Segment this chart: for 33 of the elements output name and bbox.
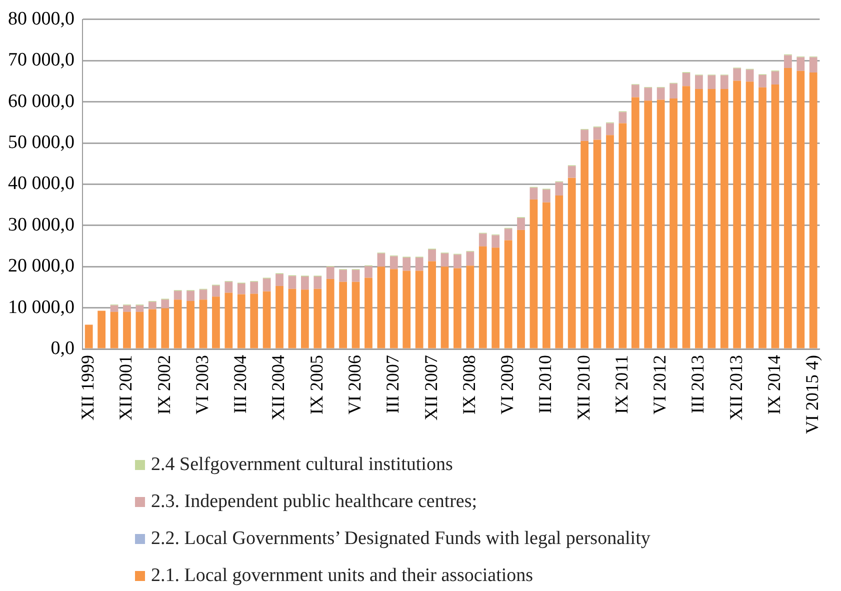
y-tick-label: 50 000,0: [8, 132, 74, 153]
y-tick-label: 20 000,0: [8, 256, 74, 277]
x-tick-label: XII 2004: [268, 355, 288, 421]
legend-label: 2.4 Selfgovernment cultural institutions: [151, 454, 453, 476]
y-tick-label: 60 000,0: [8, 90, 74, 112]
x-tick-label: III 2013: [688, 355, 708, 414]
x-tick-label: XII 2010: [573, 355, 594, 421]
x-tick-label: III 2004: [230, 355, 250, 414]
x-tick-label: IX 2002: [154, 355, 174, 415]
x-tick-label: IX 2011: [611, 355, 632, 414]
x-tick-label: VI 2003: [192, 355, 212, 415]
y-tick-label: 30 000,0: [8, 214, 74, 236]
x-tick-label: VI 2006: [344, 355, 365, 415]
x-tick-label: III 2007: [382, 355, 403, 414]
x-tick-label: VI 2012: [650, 355, 670, 415]
x-tick-label: XII 2001: [116, 355, 136, 421]
x-tick-label: IX 2005: [306, 355, 326, 415]
legend-label: 2.3. Independent public healthcare centres;: [151, 490, 478, 512]
y-tick-label: 40 000,0: [8, 173, 74, 194]
x-tick-label: III 2010: [535, 355, 556, 414]
x-tick-label: IX 2008: [458, 355, 479, 415]
x-tick-label: VI 2009: [497, 355, 518, 415]
legend-label: 2.2. Local Governments’ Designated Funds with legal personality: [151, 528, 650, 550]
x-tick-label: IX 2014: [764, 355, 784, 415]
y-tick-label: 0,0: [50, 338, 74, 359]
y-tick-label: 70 000,0: [8, 50, 74, 71]
x-tick-label: XII 2007: [420, 355, 441, 421]
y-tick-label: 80 000,0: [8, 8, 74, 30]
x-tick-label: XII 1999: [78, 355, 98, 421]
x-tick-label: XII 2013: [726, 355, 746, 421]
legend-label: 2.1. Local government units and their associations: [151, 564, 534, 586]
x-tick-label: VI 2015 4): [802, 355, 822, 434]
y-tick-label: 10 000,0: [8, 296, 74, 318]
